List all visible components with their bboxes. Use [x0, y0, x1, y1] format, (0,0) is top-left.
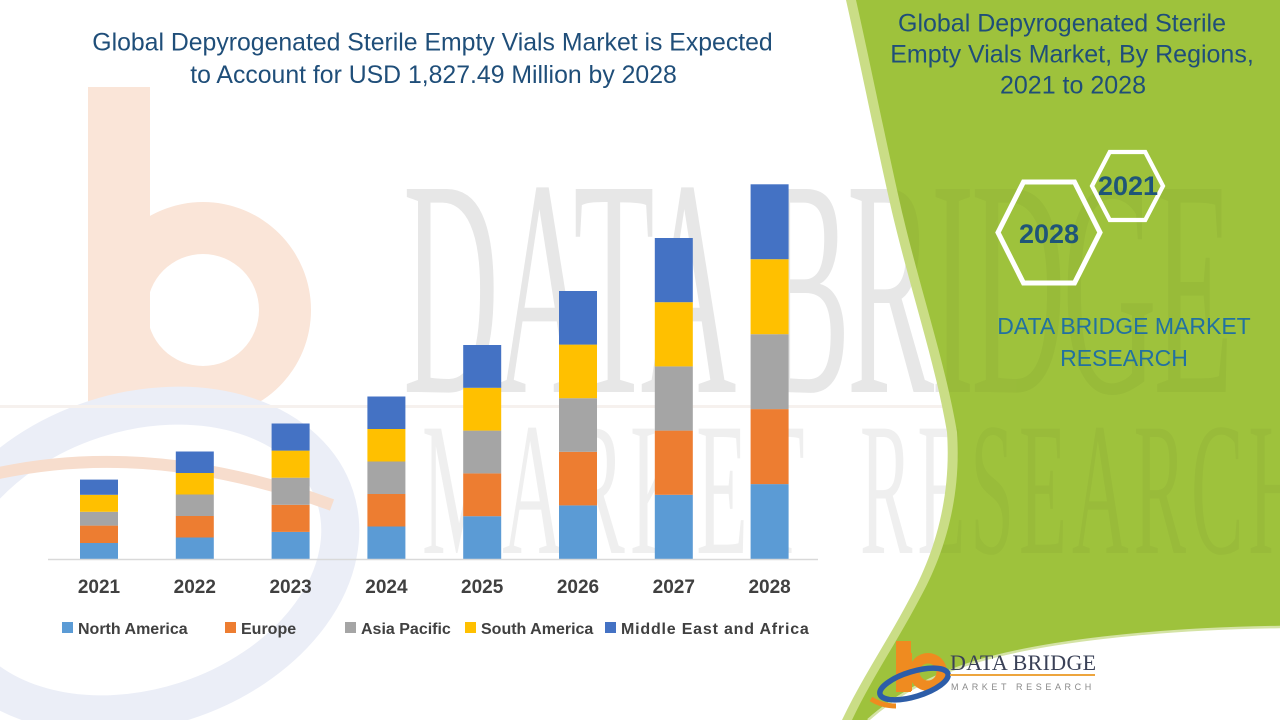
svg-text:MARKET RESEARCH: MARKET RESEARCH	[951, 682, 1095, 692]
svg-text:2021: 2021	[1098, 171, 1158, 201]
svg-text:Asia Pacific: Asia Pacific	[361, 621, 451, 638]
svg-text:Global Depyrogenated Sterile E: Global Depyrogenated Sterile Empty Vials…	[92, 30, 772, 57]
svg-text:DATA BRIDGE: DATA BRIDGE	[950, 650, 1096, 675]
svg-text:2024: 2024	[365, 577, 408, 598]
svg-text:2021 to 2028: 2021 to 2028	[1000, 72, 1146, 100]
svg-text:2028: 2028	[1019, 219, 1079, 249]
svg-text:2028: 2028	[748, 577, 790, 598]
svg-text:2025: 2025	[461, 577, 504, 598]
svg-text:2026: 2026	[557, 577, 599, 598]
svg-text:North America: North America	[78, 621, 188, 638]
svg-text:Europe: Europe	[241, 621, 296, 638]
svg-text:DATA BRIDGE MARKET: DATA BRIDGE MARKET	[997, 313, 1250, 339]
svg-text:Empty Vials Market, By Regions: Empty Vials Market, By Regions,	[890, 41, 1254, 69]
svg-text:Middle East and Africa: Middle East and Africa	[621, 621, 810, 638]
svg-text:RESEARCH: RESEARCH	[1060, 345, 1188, 371]
svg-text:2027: 2027	[653, 577, 695, 598]
svg-text:to Account for USD 1,827.49 Mi: to Account for USD 1,827.49 Million by 2…	[190, 62, 677, 89]
svg-text:Global Depyrogenated Sterile: Global Depyrogenated Sterile	[898, 10, 1226, 38]
svg-text:South America: South America	[481, 621, 593, 638]
svg-text:2022: 2022	[174, 577, 216, 598]
svg-text:2023: 2023	[269, 577, 311, 598]
svg-text:2021: 2021	[78, 577, 121, 598]
